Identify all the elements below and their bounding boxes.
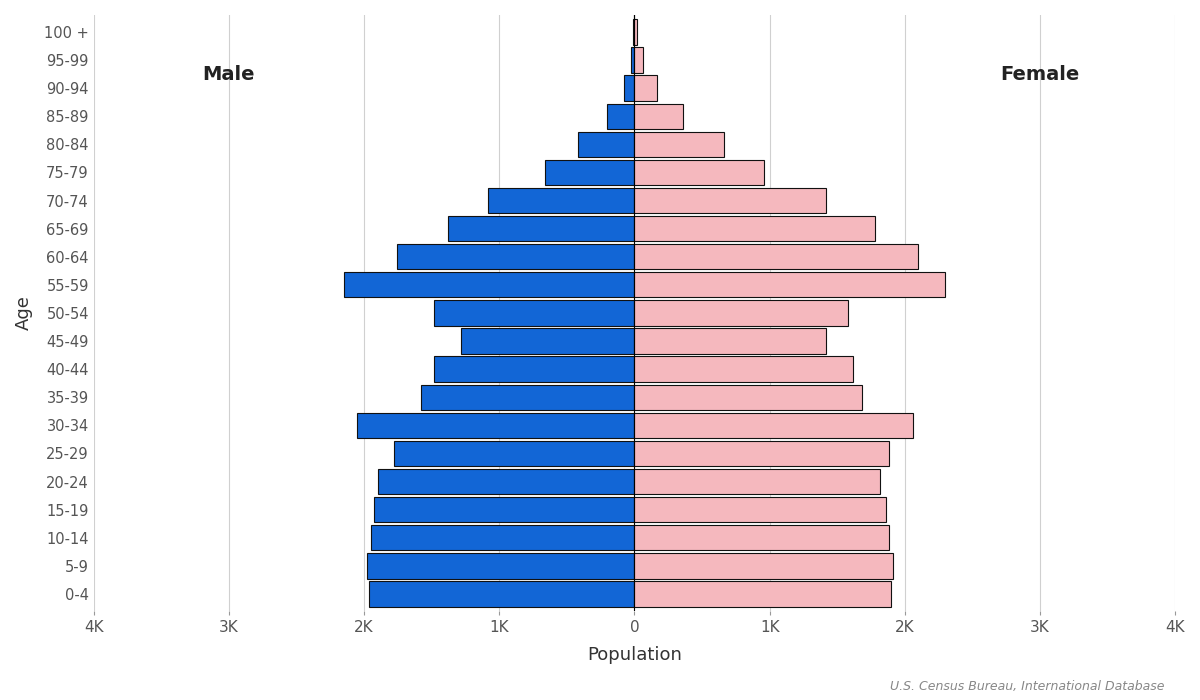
Bar (635, 19, 637, 45)
Bar (635, 328, 827, 354)
Bar (635, 132, 724, 157)
Bar (635, 104, 683, 129)
Bar (545, 160, 635, 185)
Bar (635, 525, 888, 550)
Bar (358, 413, 635, 438)
Bar (635, 441, 888, 466)
X-axis label: Population: Population (587, 646, 682, 664)
Bar (434, 300, 635, 326)
Bar (488, 188, 635, 214)
Bar (378, 469, 635, 494)
Bar (577, 132, 635, 157)
Bar (344, 272, 635, 298)
Text: Female: Female (1001, 64, 1080, 83)
Bar (635, 469, 881, 494)
Bar (421, 384, 635, 410)
Bar (367, 553, 635, 578)
Text: U.S. Census Bureau, International Database: U.S. Census Bureau, International Databa… (889, 680, 1164, 693)
Y-axis label: Age: Age (14, 295, 34, 330)
Bar (635, 244, 918, 270)
Bar (635, 48, 642, 73)
Bar (434, 356, 635, 382)
Bar (635, 581, 892, 607)
Bar (635, 384, 862, 410)
Bar (635, 76, 656, 101)
Bar (373, 497, 635, 522)
Bar (462, 328, 635, 354)
Bar (635, 216, 875, 242)
Bar (396, 244, 635, 270)
Bar (635, 300, 848, 326)
Bar (370, 581, 635, 607)
Bar (635, 188, 827, 214)
Text: Male: Male (203, 64, 256, 83)
Bar (635, 356, 853, 382)
Bar (635, 553, 893, 578)
Bar (394, 441, 635, 466)
Bar (635, 272, 946, 298)
Bar (635, 413, 913, 438)
Bar (631, 48, 635, 73)
Bar (635, 497, 886, 522)
Bar (448, 216, 635, 242)
Bar (371, 525, 635, 550)
Bar (624, 76, 635, 101)
Bar (635, 160, 764, 185)
Bar (607, 104, 635, 129)
